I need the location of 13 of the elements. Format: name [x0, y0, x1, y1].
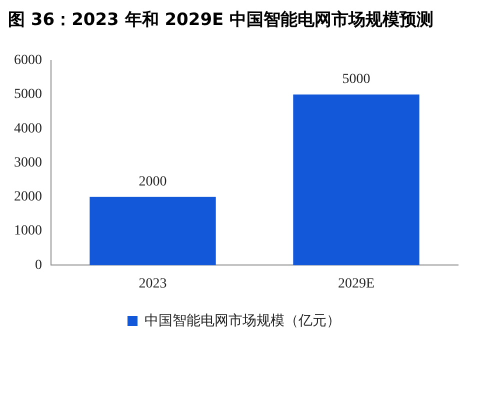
y-tick-label: 1000: [14, 224, 42, 239]
y-tick-label: 0: [35, 258, 42, 273]
chart-title: 图 36：2023 年和 2029E 中国智能电网市场规模预测: [7, 9, 435, 32]
y-tick-label: 6000: [14, 53, 42, 68]
y-tick-label: 3000: [14, 155, 42, 170]
y-tick-label: 5000: [14, 87, 42, 102]
y-tick-label: 4000: [14, 121, 42, 136]
x-tick-label: 2023: [138, 276, 167, 292]
data-label: 2000: [138, 174, 167, 190]
legend-label: 中国智能电网市场规模（亿元）: [144, 312, 340, 328]
data-label: 5000: [342, 72, 370, 88]
y-tick-label: 2000: [14, 190, 42, 205]
x-tick-label: 2029E: [338, 276, 375, 292]
